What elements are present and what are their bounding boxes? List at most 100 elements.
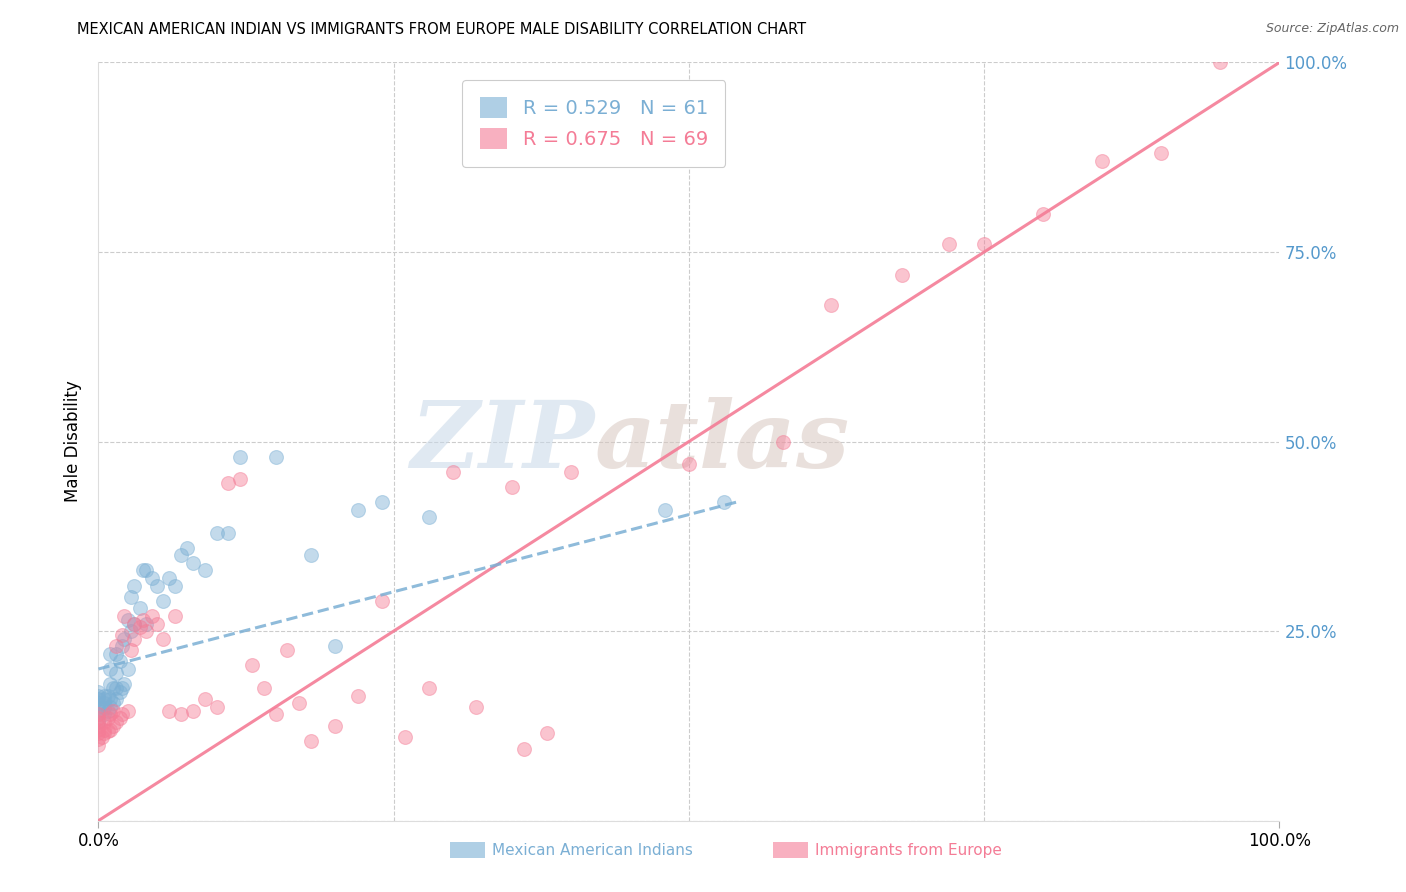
Point (205, 699, 228, 714)
Point (105, 692, 128, 706)
Point (87, 715, 110, 730)
Point (87, 738, 110, 752)
Point (108, 655, 131, 669)
Point (98, 692, 121, 706)
Point (93, 707, 115, 722)
Point (132, 613, 155, 627)
Point (1091, 153, 1114, 168)
Point (253, 681, 276, 695)
Point (323, 719, 346, 733)
Point (371, 495, 394, 509)
Point (205, 525, 228, 540)
Point (97, 704, 120, 718)
Point (87, 707, 110, 722)
Point (1150, 146, 1173, 161)
Point (122, 616, 145, 631)
Point (87, 707, 110, 722)
Point (135, 564, 157, 578)
Point (98, 662, 121, 676)
Point (194, 564, 217, 578)
Point (146, 579, 169, 593)
Point (465, 699, 488, 714)
Point (87, 715, 110, 730)
Point (105, 681, 128, 695)
Point (121, 624, 143, 639)
Point (560, 465, 582, 479)
Point (87, 689, 110, 703)
Point (87, 726, 110, 740)
Point (97, 689, 120, 703)
Point (112, 632, 135, 646)
Point (157, 704, 180, 718)
Point (229, 450, 252, 464)
Point (105, 647, 128, 661)
Point (165, 579, 187, 593)
Point (713, 495, 735, 509)
Point (93, 715, 115, 730)
Point (141, 571, 163, 585)
Point (87, 699, 110, 714)
Point (93, 726, 115, 740)
Point (347, 503, 370, 517)
Point (87, 723, 110, 737)
Point (394, 730, 416, 744)
Point (117, 613, 139, 627)
Point (108, 685, 131, 699)
Point (772, 434, 794, 449)
Point (240, 658, 263, 673)
Point (181, 556, 204, 570)
Point (101, 696, 124, 710)
Point (105, 715, 128, 730)
Point (105, 665, 128, 680)
Point (122, 616, 145, 631)
Point (111, 681, 134, 695)
Point (194, 692, 217, 706)
Point (97, 724, 120, 739)
Point (87, 711, 110, 725)
Point (87, 719, 110, 733)
Point (146, 616, 169, 631)
Point (122, 632, 145, 646)
Point (501, 480, 523, 494)
Point (264, 450, 287, 464)
Point (112, 677, 135, 691)
Point (536, 726, 558, 740)
Point (87, 731, 110, 746)
Point (117, 662, 139, 676)
Point (1209, 55, 1232, 70)
Point (93, 689, 115, 703)
Point (87, 696, 110, 710)
Point (418, 510, 440, 524)
Point (299, 548, 322, 563)
Text: Mexican American Indians: Mexican American Indians (492, 843, 693, 857)
Point (97, 711, 120, 725)
Point (170, 548, 193, 563)
Point (654, 503, 676, 517)
Point (105, 639, 128, 653)
Point (117, 704, 139, 718)
Point (152, 594, 174, 608)
Legend: R = 0.529   N = 61, R = 0.675   N = 69: R = 0.529 N = 61, R = 0.675 N = 69 (463, 79, 725, 167)
Point (299, 734, 322, 748)
Text: ZIP: ZIP (411, 397, 595, 486)
Point (229, 473, 252, 487)
Point (101, 719, 124, 733)
Point (121, 590, 143, 604)
Point (121, 643, 143, 657)
Point (418, 681, 440, 695)
Point (157, 571, 180, 585)
Point (132, 564, 155, 578)
Point (87, 685, 110, 699)
Text: Immigrants from Europe: Immigrants from Europe (815, 843, 1002, 857)
Point (135, 624, 157, 639)
Text: MEXICAN AMERICAN INDIAN VS IMMIGRANTS FROM EUROPE MALE DISABILITY CORRELATION CH: MEXICAN AMERICAN INDIAN VS IMMIGRANTS FR… (77, 22, 807, 37)
Point (1032, 207, 1054, 221)
Point (93, 701, 115, 715)
Point (141, 608, 163, 623)
Point (323, 639, 346, 653)
Point (678, 458, 700, 472)
Point (890, 268, 912, 282)
Point (165, 608, 187, 623)
Point (135, 616, 157, 631)
Point (973, 237, 995, 252)
